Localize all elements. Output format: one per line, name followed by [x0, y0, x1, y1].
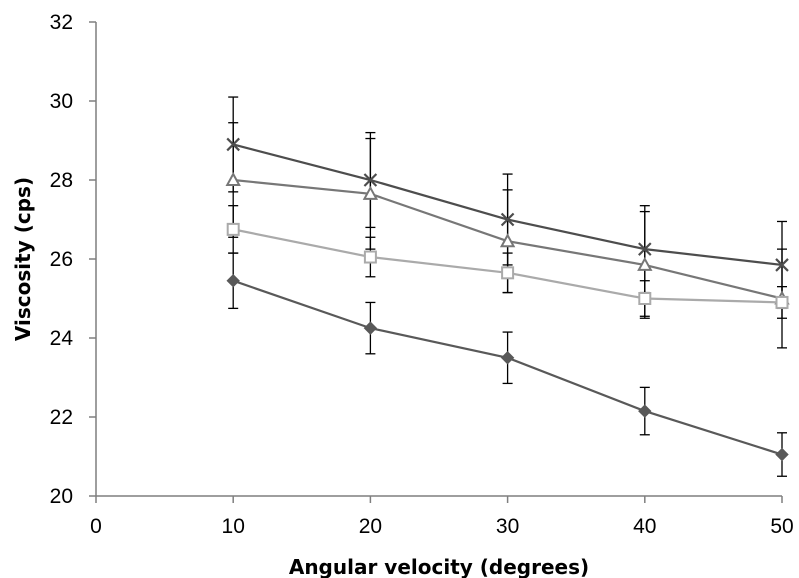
data-point-triangle	[225, 171, 241, 186]
x-tick-label: 50	[770, 515, 793, 538]
x-tick-label: 10	[222, 515, 245, 538]
data-point-x	[226, 137, 240, 152]
series-square	[226, 222, 789, 309]
data-point-diamond	[775, 447, 789, 462]
y-tick-label: 26	[50, 248, 73, 271]
y-axis-title: Viscosity (cps)	[11, 177, 35, 341]
data-point-square	[363, 250, 377, 264]
data-point-square	[501, 266, 515, 280]
data-point-x	[638, 242, 652, 256]
series-diamond	[226, 274, 789, 462]
y-tick-label: 22	[50, 406, 73, 429]
y-tick-label: 24	[50, 327, 74, 350]
data-point-x	[363, 173, 378, 187]
x-axis-title: Angular velocity (degrees)	[289, 555, 589, 578]
data-point-square	[226, 222, 240, 236]
y-tick-label: 32	[50, 11, 73, 34]
x-axis-ticks: 0 10 20 30 40 50	[90, 496, 794, 538]
series-x	[226, 137, 789, 272]
plot-area: 0 10 20 30 40 50 20 22 24 26 28 30 32	[50, 11, 794, 538]
y-tick-label: 30	[50, 90, 73, 113]
data-point-square	[775, 295, 789, 309]
data-point-diamond	[363, 321, 378, 335]
y-axis-ticks: 20 22 24 26 28 30 32	[50, 11, 96, 508]
data-point-triangle	[362, 185, 379, 200]
data-point-x	[775, 258, 789, 272]
x-tick-label: 40	[633, 515, 656, 538]
data-point-diamond	[638, 404, 652, 418]
y-tick-label: 20	[50, 485, 73, 508]
x-tick-label: 30	[496, 515, 519, 538]
x-tick-label: 20	[359, 515, 382, 538]
series-layer	[225, 96, 790, 477]
data-point-triangle	[499, 233, 516, 248]
data-point-diamond	[500, 351, 515, 365]
data-point-triangle	[637, 256, 653, 271]
data-point-x	[500, 212, 515, 227]
data-point-square	[638, 292, 652, 305]
y-tick-label: 28	[50, 169, 73, 192]
data-point-diamond	[226, 274, 240, 288]
x-tick-label: 0	[90, 515, 102, 538]
